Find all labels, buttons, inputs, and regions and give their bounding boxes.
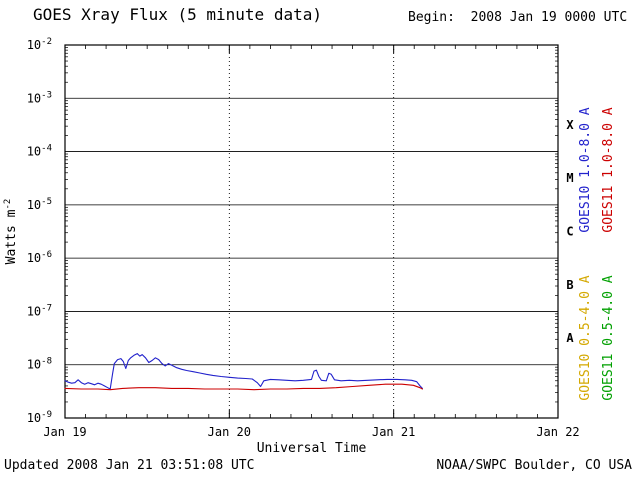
begin-label: Begin: 2008 Jan 19 0000 UTC — [408, 10, 628, 25]
y-tick-label: 10-9 — [27, 410, 52, 425]
legend-label: GOES10 1.0-8.0 A — [578, 107, 593, 232]
y-tick-label: 10-5 — [27, 197, 52, 212]
flare-class-label: C — [566, 225, 573, 239]
y-tick-label: 10-2 — [27, 37, 52, 52]
series-line — [64, 383, 423, 391]
source-attribution: NOAA/SWPC Boulder, CO USA — [436, 458, 632, 473]
y-axis-label: Watts m-2 — [3, 199, 19, 265]
updated-timestamp: Updated 2008 Jan 21 03:51:08 UTC — [4, 458, 255, 473]
x-tick-label: Jan 22 — [536, 425, 579, 439]
flare-class-label: B — [566, 278, 573, 292]
y-tick-label: 10-4 — [27, 144, 52, 159]
y-tick-label: 10-3 — [27, 90, 52, 105]
x-axis-label: Universal Time — [257, 441, 367, 456]
flare-class-label: M — [566, 171, 573, 185]
flare-class-label: A — [566, 331, 574, 345]
legend-label: GOES10 0.5-4.0 A — [578, 275, 593, 400]
x-tick-label: Jan 19 — [43, 425, 86, 439]
y-tick-label: 10-6 — [27, 250, 52, 265]
y-tick-label: 10-7 — [27, 303, 52, 318]
y-tick-label: 10-8 — [27, 357, 52, 372]
series-line — [64, 353, 423, 390]
chart-title: GOES Xray Flux (5 minute data) — [33, 5, 322, 24]
x-tick-label: Jan 21 — [372, 425, 415, 439]
plot-frame — [64, 44, 559, 419]
legend-label: GOES11 0.5-4.0 A — [601, 275, 616, 400]
legend-label: GOES11 1.0-8.0 A — [601, 107, 616, 232]
flare-class-label: X — [566, 118, 574, 132]
x-tick-label: Jan 20 — [208, 425, 251, 439]
